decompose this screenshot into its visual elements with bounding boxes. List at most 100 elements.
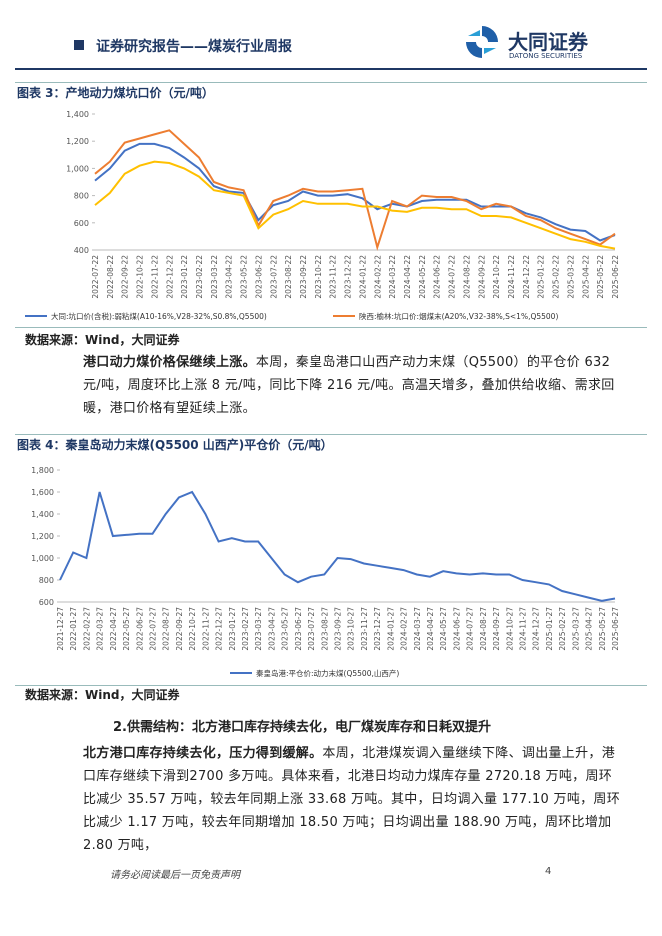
logo-en: DATONG SECURITIES bbox=[509, 52, 583, 60]
x-tick-label: 2022-02-27 bbox=[82, 607, 91, 651]
header-rule bbox=[15, 68, 647, 70]
x-tick-label: 2024-08-22 bbox=[462, 255, 471, 299]
x-tick-label: 2024-04-27 bbox=[426, 607, 435, 651]
source: 数据来源：Wind，大同证券 bbox=[25, 688, 180, 702]
x-tick-label: 2024-10-27 bbox=[505, 607, 514, 651]
x-tick-label: 2023-03-22 bbox=[210, 255, 219, 299]
series-line bbox=[94, 142, 616, 242]
x-tick-label: 2025-05-27 bbox=[598, 607, 607, 651]
figure-title: 图表 3：产地动力煤坑口价（元/吨） bbox=[17, 86, 214, 100]
x-tick-label: 2023-10-22 bbox=[314, 255, 323, 299]
x-tick-label: 2021-12-27 bbox=[56, 607, 65, 651]
figure-title: 图表 4：秦皇岛动力末煤(Q5500 山西产)平仓价（元/吨） bbox=[17, 438, 333, 452]
x-tick-label: 2025-01-27 bbox=[545, 607, 554, 651]
x-tick-label: 2023-05-22 bbox=[240, 255, 249, 299]
x-tick-label: 2023-05-27 bbox=[281, 607, 290, 651]
x-tick-label: 2022-10-22 bbox=[136, 255, 145, 299]
y-tick-label: 1,600 bbox=[31, 488, 54, 497]
x-tick-label: 2022-05-27 bbox=[122, 607, 131, 651]
x-tick-label: 2025-04-27 bbox=[585, 607, 594, 651]
x-tick-label: 2024-09-22 bbox=[477, 255, 486, 299]
x-tick-label: 2022-12-27 bbox=[215, 607, 224, 651]
x-tick-label: 2023-04-22 bbox=[225, 255, 234, 299]
x-tick-label: 2023-06-27 bbox=[294, 607, 303, 651]
series-line bbox=[94, 160, 616, 250]
x-tick-label: 2024-11-27 bbox=[519, 607, 528, 651]
y-tick-label: 600 bbox=[74, 219, 89, 228]
chart: 400 600 800 1,000 1,200 1,400 2022-07-22 2022-0… bbox=[25, 110, 620, 321]
section-heading: 2.供需结构：北方港口库存持续去化，电厂煤炭库存和日耗双提升 bbox=[113, 720, 491, 735]
x-tick-label: 2023-01-22 bbox=[180, 255, 189, 299]
legend-label: 大同:坑口价(含税):弱粘煤(A10-16%,V28-32%,S0.8%,Q55… bbox=[51, 311, 267, 321]
y-tick-label: 1,200 bbox=[66, 137, 89, 146]
y-tick-label: 1,200 bbox=[31, 532, 54, 541]
y-tick-label: 1,400 bbox=[31, 510, 54, 519]
x-tick-label: 2023-09-27 bbox=[334, 607, 343, 651]
x-tick-label: 2022-01-27 bbox=[69, 607, 78, 651]
x-tick-label: 2022-11-27 bbox=[201, 607, 210, 651]
x-tick-label: 2023-02-22 bbox=[195, 255, 204, 299]
x-tick-label: 2024-12-22 bbox=[522, 255, 531, 299]
x-tick-label: 2024-05-27 bbox=[439, 607, 448, 651]
x-tick-label: 2023-07-22 bbox=[269, 255, 278, 299]
x-tick-label: 2022-04-27 bbox=[109, 607, 118, 651]
x-tick-label: 2023-01-27 bbox=[228, 607, 237, 651]
x-tick-label: 2023-06-22 bbox=[254, 255, 263, 299]
x-tick-label: 2022-03-27 bbox=[96, 607, 105, 651]
x-tick-label: 2022-08-27 bbox=[162, 607, 171, 651]
x-tick-label: 2025-05-22 bbox=[596, 255, 605, 299]
x-tick-label: 2023-10-27 bbox=[347, 607, 356, 651]
chart: 600 800 1,000 1,200 1,400 1,600 1,800 2021-12-2… bbox=[31, 466, 620, 678]
x-tick-label: 2023-02-27 bbox=[241, 607, 250, 651]
y-tick-label: 800 bbox=[39, 576, 54, 585]
x-tick-label: 2024-07-22 bbox=[448, 255, 457, 299]
legend-label: 陕西:榆林:坑口价:烟煤末(A20%,V32-38%,S<1%,Q5500) bbox=[359, 311, 558, 321]
logo-icon bbox=[466, 26, 498, 58]
logo-name: 大同证券 bbox=[508, 30, 588, 54]
x-tick-label: 2024-06-27 bbox=[452, 607, 461, 651]
x-tick-label: 2025-04-22 bbox=[581, 255, 590, 299]
x-tick-label: 2024-07-27 bbox=[466, 607, 475, 651]
x-tick-label: 2023-07-27 bbox=[307, 607, 316, 651]
x-tick-label: 2022-08-22 bbox=[106, 255, 115, 299]
x-tick-label: 2023-08-22 bbox=[284, 255, 293, 299]
disclaimer: 请务必阅读最后一页免责声明 bbox=[110, 870, 240, 881]
paragraph: 港口动力煤价格保继续上涨。本周，秦皇岛港口山西产动力末煤（Q5500）的平仓价 … bbox=[83, 351, 623, 420]
paragraph: 北方港口库存持续去化，压力得到缓解。本周，北港煤炭调入量继续下降、调出量上升，港… bbox=[83, 742, 623, 857]
header-title: 证券研究报告——煤炭行业周报 bbox=[96, 39, 292, 55]
y-tick-label: 600 bbox=[39, 598, 54, 607]
header-mark bbox=[74, 40, 84, 50]
x-tick-label: 2024-12-27 bbox=[532, 607, 541, 651]
x-tick-label: 2025-02-27 bbox=[558, 607, 567, 651]
x-tick-label: 2024-10-22 bbox=[492, 255, 501, 299]
y-tick-label: 1,000 bbox=[66, 164, 89, 173]
x-tick-label: 2024-01-22 bbox=[358, 255, 367, 299]
source: 数据来源：Wind，大同证券 bbox=[25, 333, 180, 347]
x-tick-label: 2022-10-27 bbox=[188, 607, 197, 651]
page-number: 4 bbox=[545, 866, 552, 877]
y-tick-label: 400 bbox=[74, 246, 89, 255]
paragraph-text: 本周，秦皇岛港口山西产动力末煤（Q5500）的平仓价 632 元/吨，周度环比上… bbox=[83, 355, 615, 416]
x-tick-label: 2024-04-22 bbox=[403, 255, 412, 299]
x-tick-label: 2023-08-27 bbox=[320, 607, 329, 651]
x-tick-label: 2025-06-27 bbox=[611, 607, 620, 651]
x-tick-label: 2023-12-22 bbox=[344, 255, 353, 299]
y-tick-label: 1,800 bbox=[31, 466, 54, 475]
x-tick-label: 2025-01-22 bbox=[537, 255, 546, 299]
x-tick-label: 2022-06-27 bbox=[135, 607, 144, 651]
x-tick-label: 2024-06-22 bbox=[433, 255, 442, 299]
x-tick-label: 2025-03-27 bbox=[571, 607, 580, 651]
paragraph-lead: 北方港口库存持续去化，压力得到缓解。 bbox=[83, 746, 323, 761]
x-tick-label: 2024-05-22 bbox=[418, 255, 427, 299]
x-tick-label: 2022-09-27 bbox=[175, 607, 184, 651]
paragraph-lead: 港口动力煤价格保继续上涨。 bbox=[83, 355, 256, 370]
figure-frame bbox=[15, 434, 647, 686]
figure-frame bbox=[15, 82, 647, 328]
x-tick-label: 2022-09-22 bbox=[121, 255, 130, 299]
x-tick-label: 2024-09-27 bbox=[492, 607, 501, 651]
x-tick-label: 2023-03-27 bbox=[254, 607, 263, 651]
x-tick-label: 2024-03-27 bbox=[413, 607, 422, 651]
x-tick-label: 2023-12-27 bbox=[373, 607, 382, 651]
x-tick-label: 2024-02-27 bbox=[400, 607, 409, 651]
